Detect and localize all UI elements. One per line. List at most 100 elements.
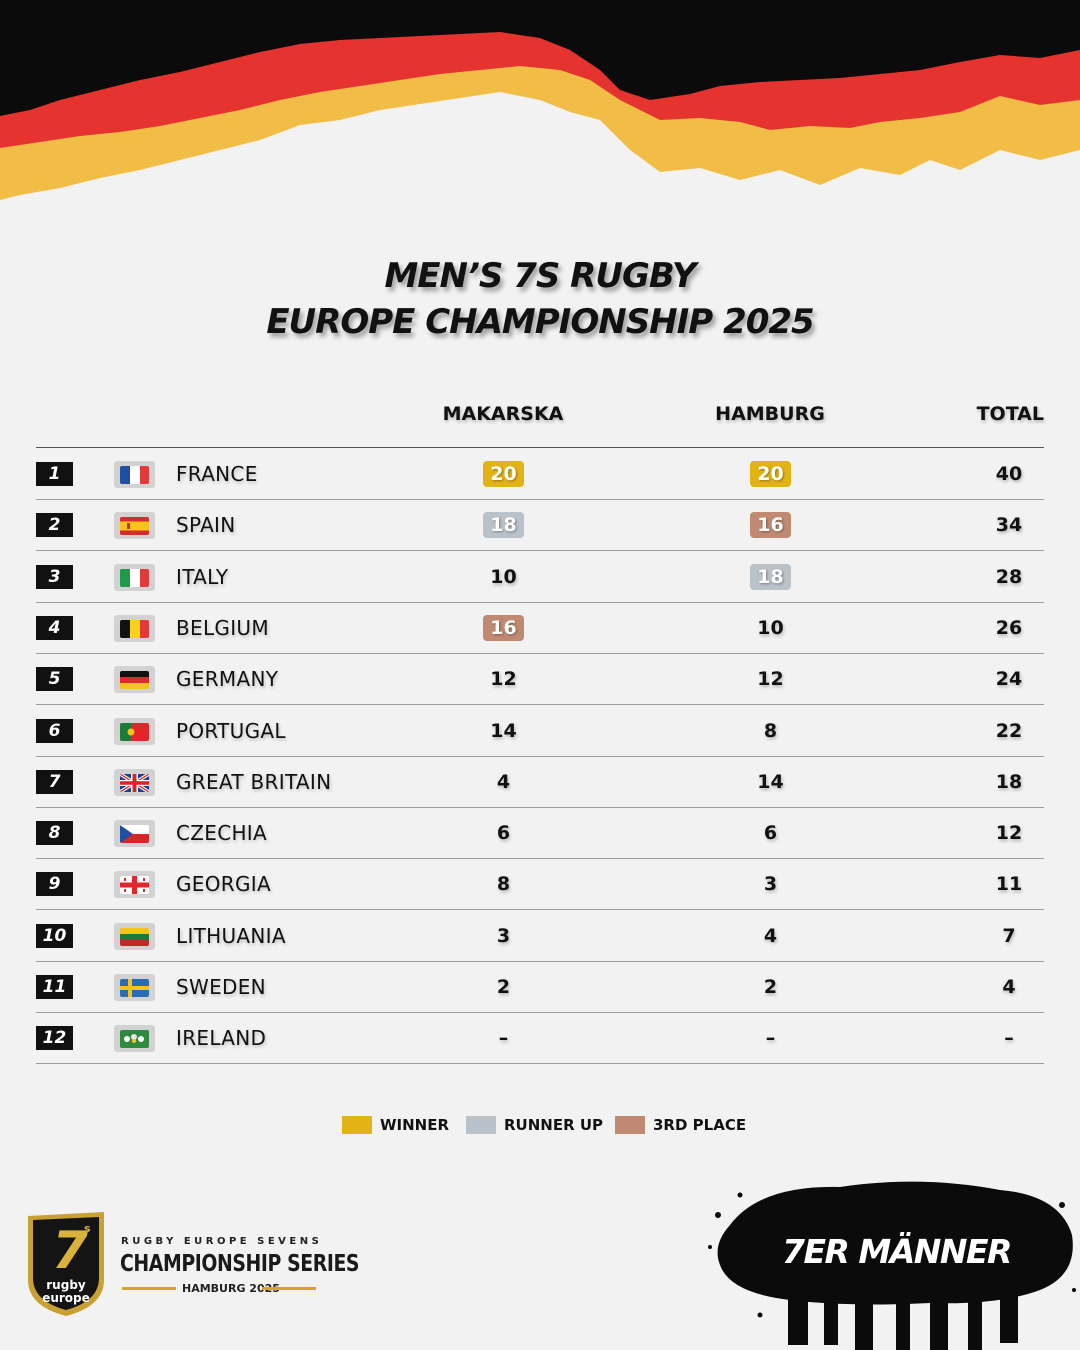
total-points: 11 [995, 873, 1023, 896]
total-points: 4 [1002, 976, 1016, 998]
flag-germany-icon [114, 666, 155, 694]
row-divider [36, 1063, 1044, 1065]
flag-sweden-icon [114, 974, 155, 1001]
legend-swatch-third [615, 1116, 645, 1134]
total-points: 22 [995, 719, 1023, 742]
legend-label-winner: WINNER [380, 1116, 450, 1134]
rank-badge: 10 [36, 923, 73, 948]
total-points: 28 [995, 565, 1023, 588]
flag-portugal-icon [114, 717, 155, 745]
total-points: – [1004, 1027, 1014, 1050]
header-banner-graphic [0, 0, 1080, 230]
rank-badge: 11 [36, 975, 73, 999]
makarska-points: 6 [496, 822, 511, 845]
hamburg-points: 10 [757, 616, 784, 639]
series-rule-right [262, 1287, 316, 1290]
total-points: 34 [995, 514, 1023, 537]
table-row: 2 SPAIN 18 16 34 [36, 500, 1044, 552]
legend-label-third: 3RD PLACE [653, 1116, 747, 1134]
table-row: 6 PORTUGAL 14 8 22 [36, 706, 1044, 757]
column-header-makarska: MAKARSKA [442, 403, 564, 425]
legend-swatch-runner-up [466, 1116, 496, 1134]
flag-czechia-icon [114, 820, 155, 848]
flag-lithuania-icon [114, 922, 155, 950]
makarska-points: 18 [483, 512, 524, 539]
makarska-points: 16 [483, 614, 524, 641]
total-points: 26 [995, 616, 1023, 639]
hamburg-points: 4 [763, 924, 778, 947]
makarska-points: 4 [496, 770, 511, 793]
hamburg-points: 20 [750, 461, 791, 487]
page-title-line1: MEN’S 7S RUGBY [384, 256, 696, 296]
row-divider [36, 755, 1044, 757]
row-divider [36, 1012, 1044, 1013]
rugby-europe-logo: 7 s rugby europe [28, 1212, 104, 1316]
row-divider [36, 601, 1044, 603]
hamburg-points: 2 [763, 976, 778, 998]
makarska-points: 10 [490, 565, 517, 588]
country-name: GERMANY [176, 667, 279, 692]
row-divider [36, 806, 1044, 808]
country-name: SPAIN [176, 513, 236, 538]
country-name: BELGIUM [176, 615, 269, 640]
logo-text-europe: europe [42, 1291, 90, 1305]
series-event: HAMBURG 2025 [182, 1282, 280, 1295]
spray-paint-badge [708, 1181, 1076, 1350]
country-name: GREAT BRITAIN [176, 769, 332, 794]
page-title-line2: EUROPE CHAMPIONSHIP 2025 [266, 302, 814, 342]
total-points: 12 [995, 822, 1023, 845]
badge-label: 7ER MÄNNER [782, 1232, 1012, 1271]
table-row: 3 ITALY 10 18 28 [36, 552, 1044, 603]
rank-badge: 1 [36, 462, 73, 486]
legend-swatch-winner [342, 1116, 372, 1134]
hamburg-points: – [765, 1027, 776, 1050]
legend-label-runner-up: RUNNER UP [504, 1116, 604, 1134]
rank-badge: 9 [36, 872, 73, 897]
table-row: 11 SWEDEN 2 2 4 [36, 962, 1044, 1013]
hamburg-points: 6 [763, 822, 778, 845]
rank-badge: 5 [36, 667, 73, 692]
header-divider [36, 447, 1044, 448]
rank-badge: 12 [36, 1026, 73, 1051]
table-row: 5 GERMANY 12 12 24 [36, 654, 1044, 706]
makarska-points: 8 [496, 873, 511, 896]
hamburg-points: 12 [757, 668, 784, 691]
table-row: 9 GEORGIA 8 3 11 [36, 859, 1044, 911]
logo-text-rugby: rugby [46, 1278, 86, 1292]
series-name: CHAMPIONSHIP SERIES [120, 1251, 360, 1277]
column-header-total: TOTAL [976, 403, 1044, 425]
column-header-hamburg: HAMBURG [715, 403, 825, 425]
makarska-points: 14 [490, 719, 517, 742]
flag-italy-icon [114, 563, 155, 591]
table-row: 12 IRELAND – – – [36, 1013, 1044, 1065]
country-name: LITHUANIA [176, 923, 286, 948]
hamburg-points: 3 [763, 873, 778, 896]
series-tagline: RUGBY EUROPE SEVENS [121, 1236, 323, 1247]
hamburg-points: 18 [750, 563, 791, 590]
hamburg-points: 16 [750, 512, 791, 539]
country-name: GEORGIA [176, 872, 271, 897]
row-divider [36, 960, 1044, 962]
country-name: FRANCE [176, 462, 258, 486]
rank-badge: 2 [36, 513, 73, 538]
makarska-points: 2 [496, 976, 511, 998]
rank-badge: 6 [36, 718, 73, 743]
makarska-points: – [498, 1027, 509, 1050]
rank-badge: 7 [36, 769, 73, 794]
series-rule-left [122, 1287, 176, 1290]
logo-s: s [84, 1222, 91, 1235]
rank-badge: 8 [36, 821, 73, 846]
total-points: 7 [1002, 924, 1016, 947]
country-name: PORTUGAL [176, 718, 286, 743]
makarska-points: 12 [490, 668, 517, 691]
makarska-points: 20 [483, 461, 524, 487]
table-row: 7 GREAT BRITAIN 4 14 18 [36, 757, 1044, 808]
table-row: 1 FRANCE 20 20 40 [36, 449, 1044, 500]
flag-great-britain-icon [114, 768, 155, 796]
flag-ireland-icon [114, 1025, 155, 1053]
flag-spain-icon [114, 512, 155, 540]
total-points: 24 [995, 668, 1023, 691]
table-row: 8 CZECHIA 6 6 12 [36, 808, 1044, 860]
row-divider [36, 704, 1044, 706]
row-divider [36, 909, 1044, 911]
